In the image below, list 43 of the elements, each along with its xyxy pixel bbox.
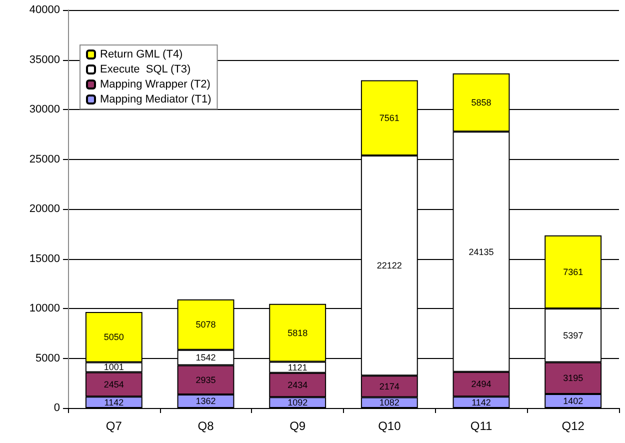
data-label: 1362 [196, 396, 216, 406]
y-tick-label: 5000 [36, 352, 60, 364]
data-label: 5397 [563, 330, 584, 340]
data-label: 2454 [104, 379, 124, 390]
y-tick-label: 20000 [29, 203, 60, 215]
legend-label: Mapping Mediator (T1) [100, 94, 212, 106]
legend-label: Mapping Wrapper (T2) [100, 78, 210, 90]
data-label: 5078 [196, 320, 216, 330]
x-tick-label: Q12 [562, 419, 585, 433]
legend-label: Return GML (T4) [100, 48, 183, 60]
data-label: 1142 [104, 397, 124, 408]
y-tick-label: 25000 [29, 153, 60, 166]
data-label: 2494 [471, 379, 492, 390]
data-label: 1142 [472, 397, 491, 408]
data-label: 1001 [104, 362, 124, 372]
data-label: 1082 [379, 398, 400, 408]
y-tick-label: 0 [54, 402, 60, 414]
data-label: 1542 [196, 352, 216, 363]
data-label: 2434 [288, 380, 308, 390]
y-tick-label: 15000 [29, 252, 60, 265]
data-label: 1121 [288, 362, 308, 372]
x-tick-label: Q10 [378, 419, 402, 433]
legend-label: Execute SQL (T3) [100, 64, 191, 76]
y-tick-label: 10000 [29, 302, 60, 314]
data-label: 2174 [379, 381, 400, 392]
x-tick-label: Q8 [198, 419, 214, 433]
data-label: 5050 [104, 332, 124, 342]
data-label: 1092 [288, 398, 308, 408]
data-label: 7561 [379, 112, 400, 123]
data-label: 2935 [196, 374, 216, 385]
y-tick-label: 30000 [29, 104, 60, 116]
y-tick-label: 40000 [29, 4, 60, 16]
x-tick-label: Q7 [106, 419, 122, 433]
y-tick-label: 35000 [29, 54, 60, 66]
data-label: 5818 [288, 328, 308, 338]
data-label: 1402 [563, 396, 584, 406]
data-label: 7361 [563, 266, 584, 277]
data-label: 22122 [376, 260, 402, 271]
data-label: 5858 [471, 98, 492, 108]
x-tick-label: Q11 [470, 419, 492, 433]
data-label: 3195 [563, 373, 584, 384]
x-tick-label: Q9 [290, 419, 306, 433]
data-label: 24135 [468, 246, 494, 257]
